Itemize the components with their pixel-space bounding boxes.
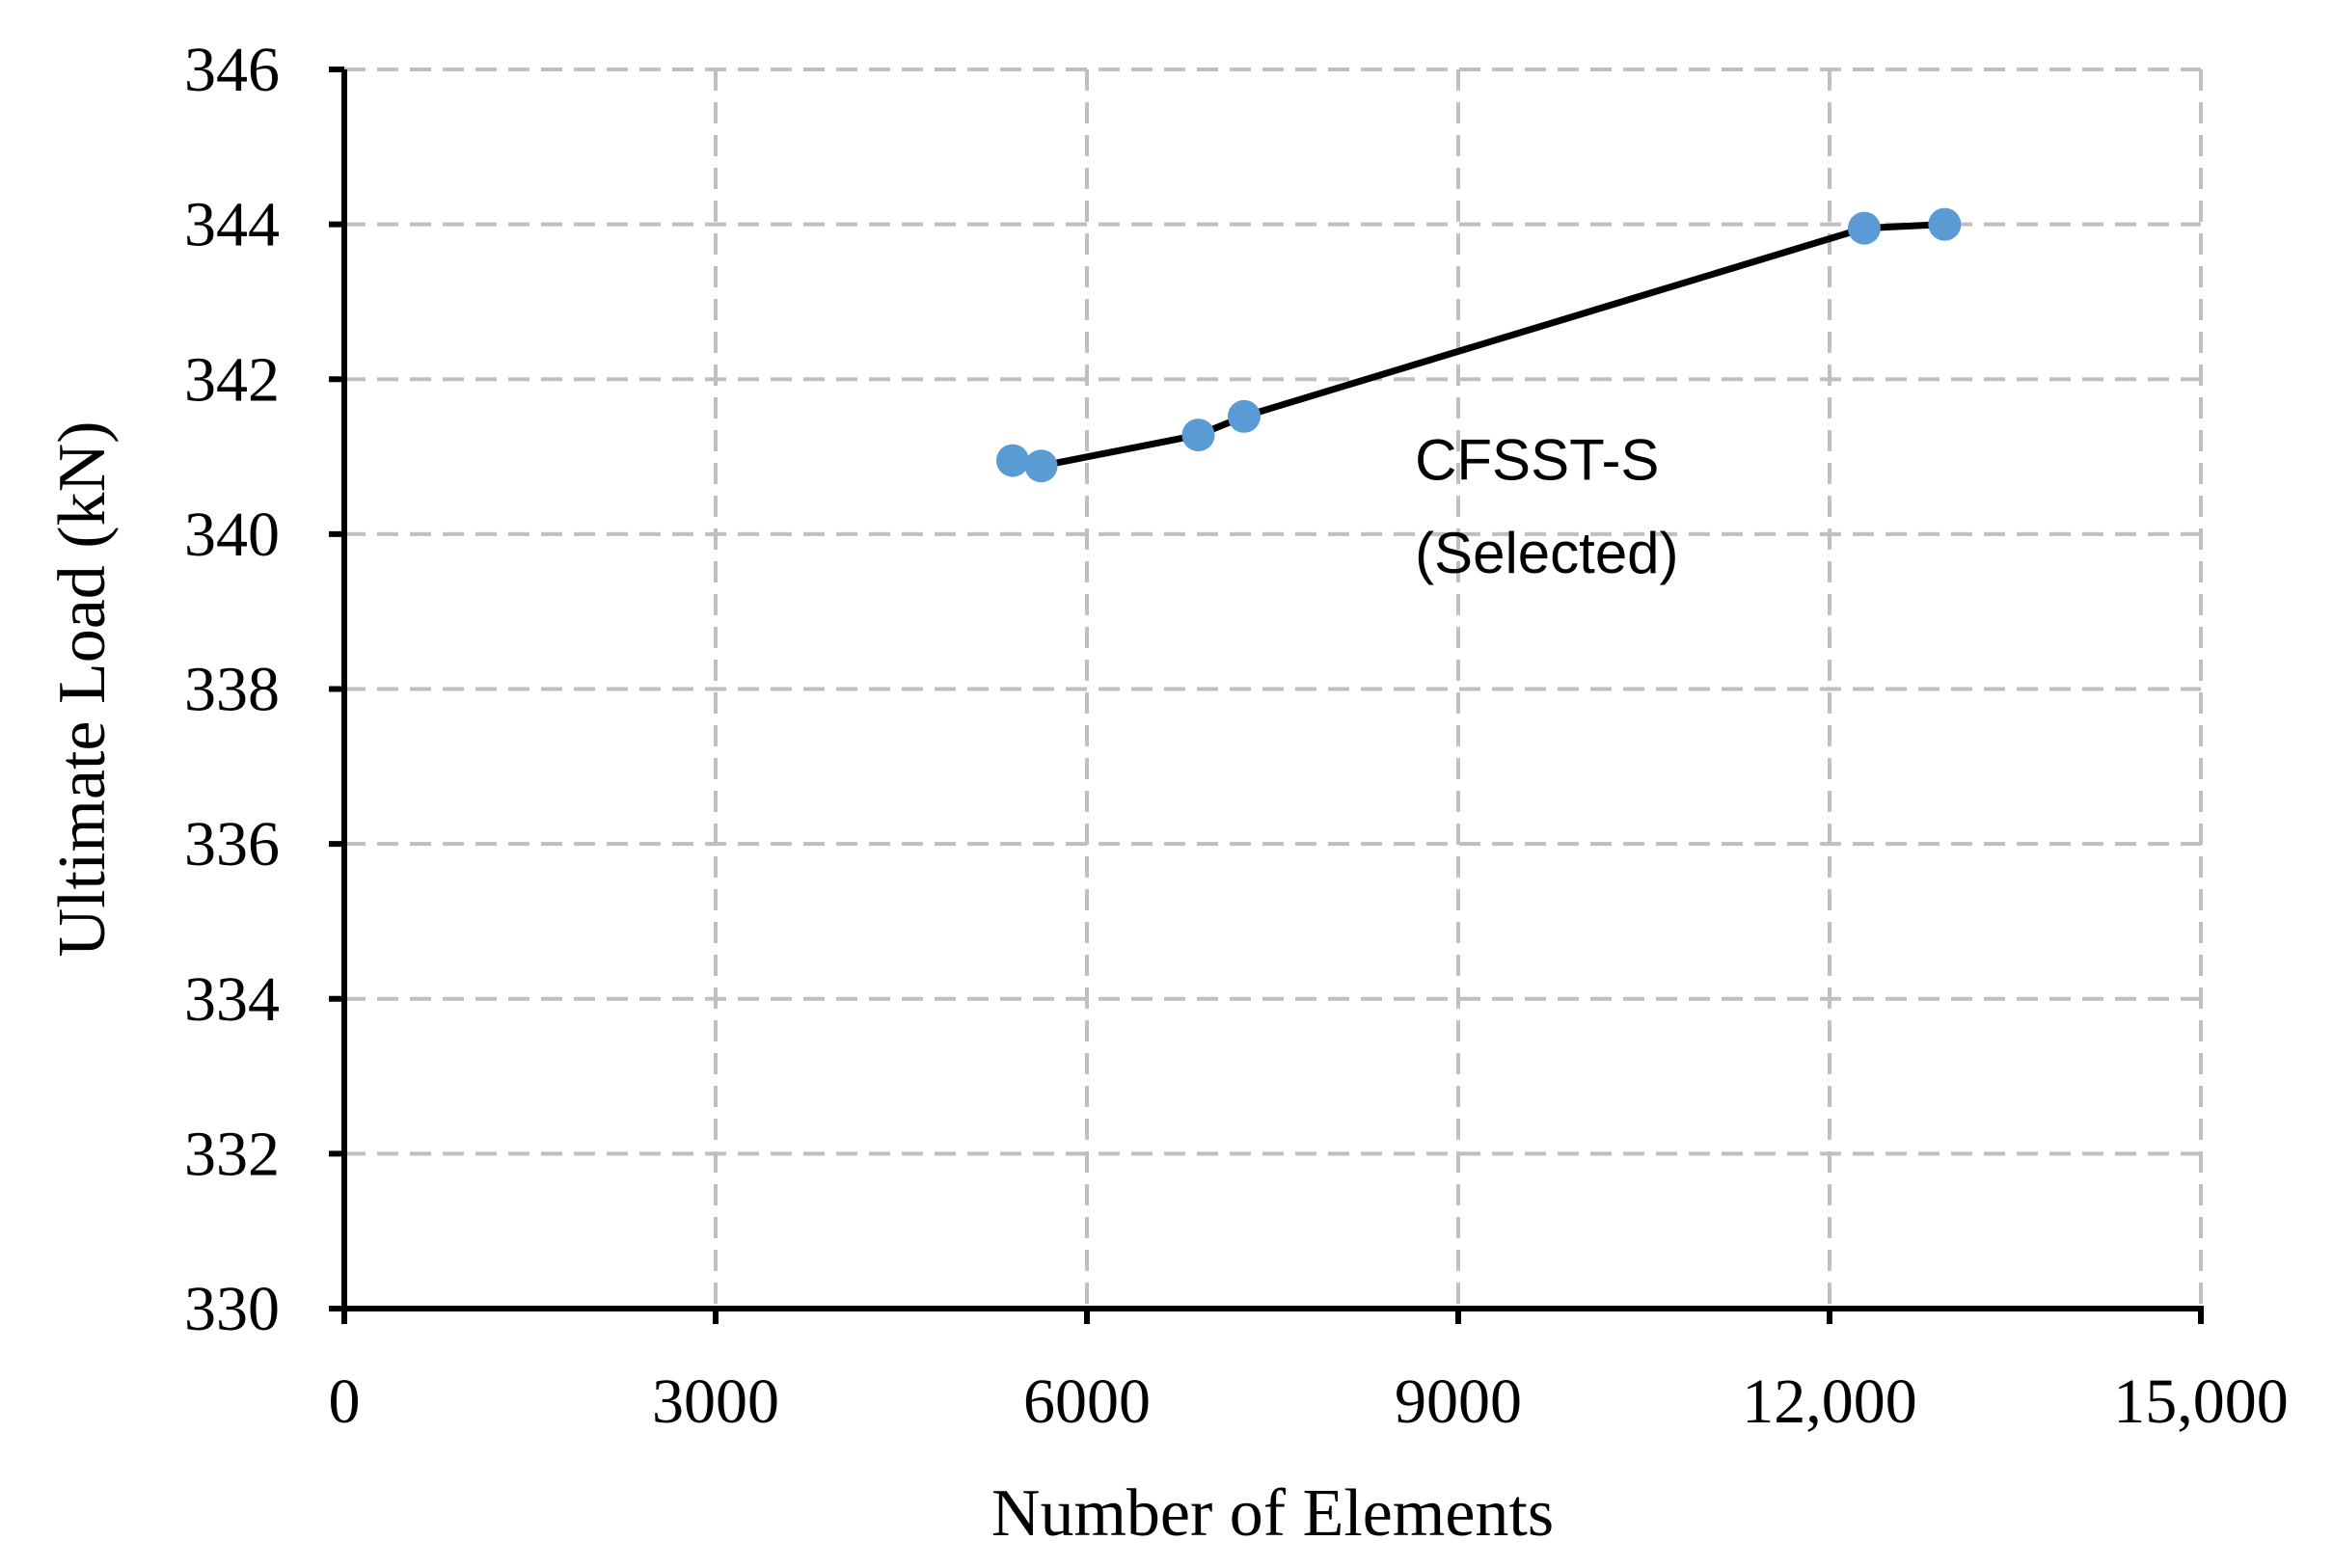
y-tick-label: 330 [184, 1274, 280, 1344]
y-axis-title: Ultimate Load (kN) [45, 421, 120, 958]
y-tick-label: 332 [184, 1119, 280, 1189]
data-point [1928, 207, 1962, 241]
x-tick-label: 15,000 [2113, 1366, 2289, 1437]
annotations: CFSST-S (Selected) [1415, 428, 1678, 585]
data-point [1181, 419, 1215, 452]
y-tick-label: 346 [184, 35, 280, 105]
grid-lines [344, 68, 2203, 1309]
x-tick-label: 3000 [652, 1366, 779, 1437]
y-tick-label: 336 [184, 809, 280, 879]
annotation-label: (Selected) [1415, 521, 1678, 585]
y-tick-label: 338 [184, 655, 280, 725]
x-tick-label: 12,000 [1742, 1366, 1917, 1437]
x-tick-label: 9000 [1395, 1366, 1522, 1437]
data-point [1847, 211, 1881, 245]
data-point [1227, 399, 1261, 433]
y-tick-label: 342 [184, 344, 280, 415]
y-tick-label: 340 [184, 500, 280, 570]
data-point [1024, 449, 1058, 483]
annotation-label: CFSST-S [1415, 428, 1659, 493]
tick-labels: 330 332 334 336 338 340 342 344 346 0 3000 6000 9000… [184, 35, 2289, 1437]
data-series [996, 207, 1962, 483]
y-tick-label: 344 [184, 190, 280, 260]
axes [329, 67, 2204, 1324]
y-tick-label: 334 [184, 964, 280, 1035]
x-tick-label: 0 [329, 1366, 361, 1437]
x-tick-label: 6000 [1023, 1366, 1151, 1437]
data-point [996, 444, 1029, 477]
x-axis-title: Number of Elements [991, 1476, 1554, 1551]
